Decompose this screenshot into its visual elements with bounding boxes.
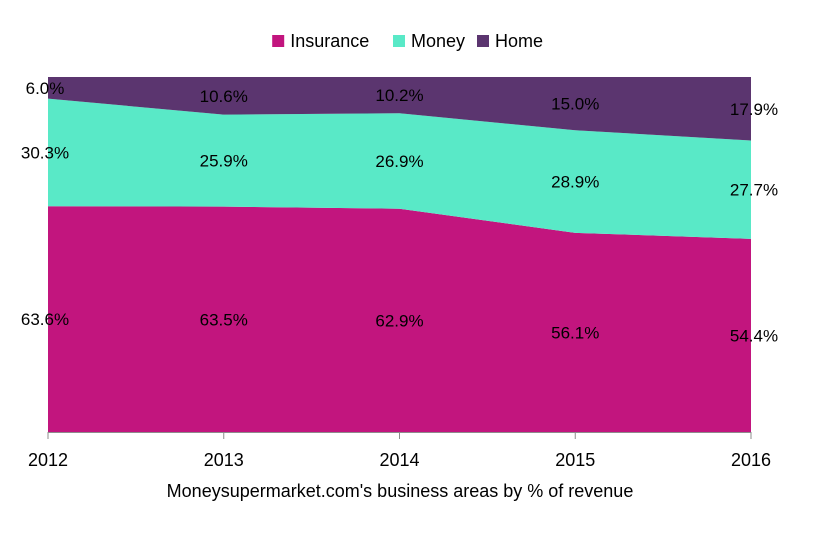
data-label-home-2013: 10.6% xyxy=(200,87,248,106)
area-insurance xyxy=(48,206,751,432)
data-label-money-2014: 26.9% xyxy=(375,152,423,171)
data-label-insurance-2014: 62.9% xyxy=(375,311,423,330)
data-label-money-2015: 28.9% xyxy=(551,173,599,192)
legend: Insurance Money Home xyxy=(272,31,543,51)
x-tick-label-2012: 2012 xyxy=(28,450,68,470)
data-label-home-2012: 6.0% xyxy=(26,79,65,98)
legend-label-home: Home xyxy=(495,31,543,51)
legend-swatch-home xyxy=(477,35,489,47)
x-tick-label-2016: 2016 xyxy=(731,450,771,470)
data-label-money-2012: 30.3% xyxy=(21,143,69,162)
legend-label-insurance: Insurance xyxy=(290,31,369,51)
data-label-insurance-2013: 63.5% xyxy=(200,310,248,329)
legend-swatch-money xyxy=(393,35,405,47)
x-tick-label-2013: 2013 xyxy=(204,450,244,470)
data-label-home-2016: 17.9% xyxy=(730,100,778,119)
area-home xyxy=(48,77,751,141)
data-label-home-2014: 10.2% xyxy=(375,86,423,105)
data-label-money-2016: 27.7% xyxy=(730,181,778,200)
x-axis: 2012 2013 2014 2015 2016 xyxy=(28,432,771,470)
area-money xyxy=(48,98,751,239)
x-tick-label-2014: 2014 xyxy=(379,450,419,470)
data-label-money-2013: 25.9% xyxy=(200,152,248,171)
chart-caption: Moneysupermarket.com's business areas by… xyxy=(167,481,634,501)
data-label-insurance-2015: 56.1% xyxy=(551,323,599,342)
x-tick-label-2015: 2015 xyxy=(555,450,595,470)
areas-layer xyxy=(48,77,751,432)
data-label-insurance-2012: 63.6% xyxy=(21,310,69,329)
data-label-home-2015: 15.0% xyxy=(551,95,599,114)
legend-swatch-insurance xyxy=(272,35,285,47)
legend-label-money: Money xyxy=(411,31,465,51)
data-labels-layer: 63.6% 63.5% 62.9% 56.1% 54.4% 30.3% 25.9% 26.9%… xyxy=(21,79,778,345)
data-label-insurance-2016: 54.4% xyxy=(730,326,778,345)
